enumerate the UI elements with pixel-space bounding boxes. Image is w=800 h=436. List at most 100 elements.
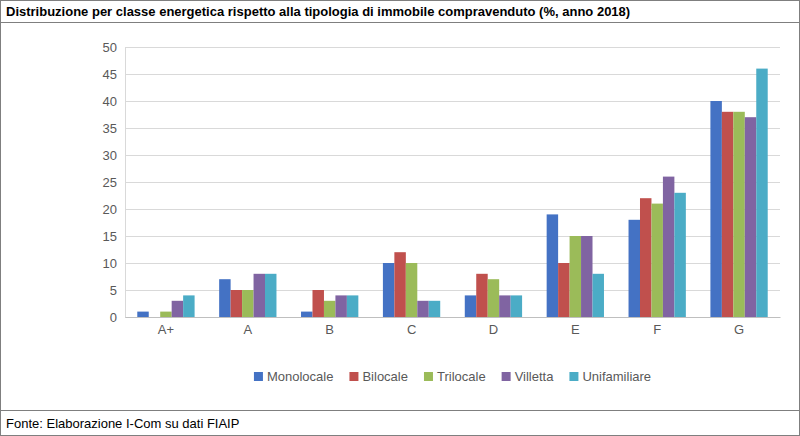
x-tick-label: C [407,322,416,337]
x-tick-label: E [571,322,580,337]
bar [558,263,569,317]
bar [745,117,756,317]
legend-item: Villetta [502,369,555,384]
bar [137,312,148,317]
bar [593,274,604,317]
x-tick-label: G [734,322,744,337]
legend-item: Unifamiliare [569,369,651,384]
grid-line [125,47,780,48]
y-tick: 0 [110,310,125,325]
footer-rule [0,410,800,411]
y-tick: 20 [103,202,125,217]
bar [640,198,651,317]
x-tick-label: A+ [158,322,174,337]
y-tick: 10 [103,256,125,271]
bar [312,290,323,317]
series [231,112,734,317]
y-axis: 05101520253035404550 [103,40,126,325]
x-tick-label: F [653,322,661,337]
legend-label: Trilocale [437,369,486,384]
grid-line [125,317,780,318]
bar [547,214,558,317]
series [172,117,757,317]
series [137,101,722,317]
bar [394,252,405,317]
x-axis: A+ A B C D E F G [126,317,781,337]
bar [511,295,522,317]
legend-label: Monolocale [267,369,334,384]
bar [629,220,640,317]
y-tick: 45 [103,67,125,82]
bar [733,112,744,317]
bar [335,295,346,317]
y-tick-label: 25 [103,175,117,190]
bar [429,301,440,317]
bar [476,274,487,317]
bar [710,101,721,317]
bar [183,295,194,317]
bar [465,295,476,317]
legend-item: Monolocale [254,369,334,384]
legend-label: Villetta [515,369,555,384]
y-tick-label: 0 [110,310,117,325]
bar [570,236,581,317]
bar [172,301,183,317]
legend-swatch [424,372,433,381]
bar [488,279,499,317]
bar [254,274,265,317]
source: Fonte: Elaborazione I-Com su dati FIAIP [6,416,239,431]
legend-item: Bilocale [349,369,408,384]
bars [137,69,767,317]
x-tick: A [243,317,252,337]
bar [231,290,242,317]
frame [1,1,800,436]
legend-swatch [569,372,578,381]
y-tick-label: 45 [103,67,117,82]
y-tick-label: 15 [103,229,117,244]
x-tick: B [325,317,334,337]
legend-swatch [254,372,263,381]
y-tick-label: 40 [103,94,117,109]
bar [383,263,394,317]
grid-line [125,155,780,156]
bar [417,301,428,317]
bar [242,290,253,317]
title: Distribuzione per classe energetica risp… [6,4,630,19]
legend-swatch [502,372,511,381]
bar [674,193,685,317]
bar [499,295,510,317]
series [183,69,768,317]
y-tick: 25 [103,175,125,190]
plot: 05101520253035404550A+ABCDEFG [103,40,781,338]
x-tick: E [571,317,580,337]
y-tick: 40 [103,94,125,109]
bar [301,312,312,317]
grid-line [125,74,780,75]
x-tick-label: B [325,322,334,337]
x-tick: C [407,317,416,337]
bar [324,301,335,317]
grid-line [125,128,780,129]
y-tick-label: 10 [103,256,117,271]
legend-label: Bilocale [362,369,408,384]
y-tick-label: 50 [103,40,117,55]
legend-item: Trilocale [424,369,486,384]
y-axis-line [125,48,126,318]
bar [651,204,662,317]
header-rule [0,22,800,23]
y-tick: 15 [103,229,125,244]
x-tick: D [489,317,498,337]
y-tick-label: 35 [103,121,117,136]
grid-line [125,182,780,183]
y-tick-label: 20 [103,202,117,217]
y-tick: 50 [103,40,125,55]
bar [265,274,276,317]
x-axis-line [126,317,781,318]
bar [406,263,417,317]
grid [125,48,780,318]
x-tick-label: A [243,322,252,337]
bar [160,312,171,317]
bar [219,279,230,317]
bar [347,295,358,317]
x-tick: A+ [158,317,174,337]
